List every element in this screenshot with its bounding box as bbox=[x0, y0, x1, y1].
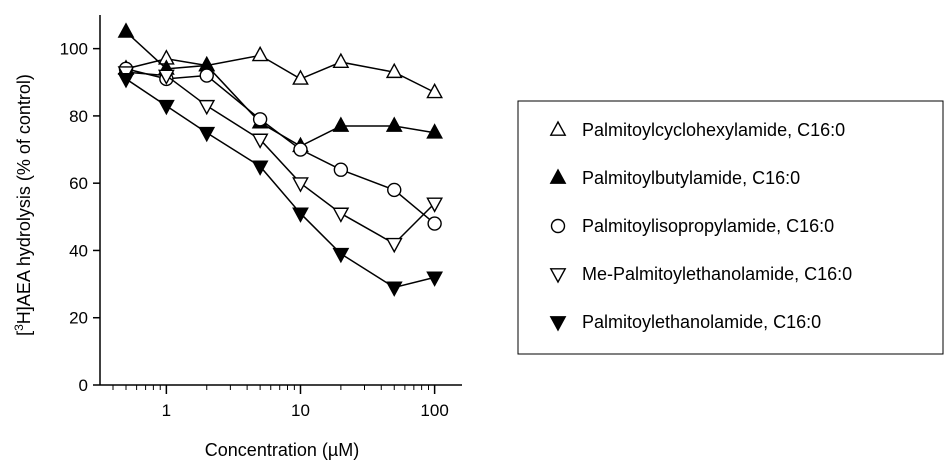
data-point bbox=[385, 62, 403, 79]
data-point bbox=[332, 116, 350, 132]
series-line bbox=[125, 71, 436, 245]
series-2 bbox=[117, 22, 444, 153]
data-point bbox=[251, 160, 269, 176]
data-point bbox=[426, 271, 444, 287]
y-tick-label: 100 bbox=[60, 40, 88, 59]
legend-marker bbox=[549, 168, 567, 184]
legend-box bbox=[517, 100, 944, 355]
y-axis-title: [3H]AEA hydrolysis (% of control) bbox=[12, 74, 34, 336]
x-ticks: 1 10 100 bbox=[112, 385, 449, 420]
data-point bbox=[251, 133, 269, 149]
data-point bbox=[292, 207, 309, 223]
legend-marker bbox=[549, 120, 567, 136]
data-point bbox=[427, 216, 442, 231]
legend-item: Palmitoylisopropylamide, C16:0 bbox=[550, 216, 834, 236]
x-axis-title: Concentration (µM) bbox=[205, 440, 359, 460]
series-line bbox=[125, 54, 435, 94]
data-point bbox=[426, 197, 444, 213]
legend-item: Palmitoylcyclohexylamide, C16:0 bbox=[549, 120, 845, 140]
data-point bbox=[251, 45, 269, 62]
y-tick-label: 40 bbox=[69, 241, 88, 260]
data-point bbox=[385, 237, 403, 254]
legend-label: Palmitoylisopropylamide, C16:0 bbox=[582, 216, 834, 236]
legend: Palmitoylcyclohexylamide, C16:0 Palmitoyl… bbox=[517, 100, 944, 355]
y-tick-label: 0 bbox=[79, 376, 88, 395]
legend-label: Palmitoylcyclohexylamide, C16:0 bbox=[582, 120, 845, 140]
data-point bbox=[426, 82, 444, 99]
legend-marker bbox=[550, 218, 566, 234]
legend-item: Palmitoylbutylamide, C16:0 bbox=[549, 168, 800, 188]
legend-marker bbox=[549, 268, 567, 284]
x-tick-label: 10 bbox=[291, 401, 310, 420]
legend-label: Palmitoylbutylamide, C16:0 bbox=[582, 168, 800, 188]
legend-item: Me-Palmitoylethanolamide, C16:0 bbox=[549, 264, 852, 284]
y-tick-label: 20 bbox=[69, 309, 88, 328]
legend-marker bbox=[549, 316, 567, 332]
data-point bbox=[332, 247, 350, 264]
series-3 bbox=[118, 61, 442, 231]
y-axis-title-superscript: 3 bbox=[12, 324, 26, 331]
legend-label: Me-Palmitoylethanolamide, C16:0 bbox=[582, 264, 852, 284]
data-point bbox=[199, 68, 214, 83]
x-tick-label: 1 bbox=[162, 401, 171, 420]
series-4 bbox=[117, 66, 444, 254]
y-ticks: 0 20 40 60 80 100 bbox=[60, 40, 100, 395]
data-point bbox=[387, 182, 402, 198]
data-point bbox=[332, 52, 350, 68]
x-tick-label: 100 bbox=[420, 401, 448, 420]
data-point bbox=[292, 69, 309, 85]
data-point bbox=[157, 69, 175, 86]
series-line bbox=[125, 78, 435, 289]
series-layer bbox=[117, 22, 444, 297]
legend-item: Palmitoylethanolamide, C16:0 bbox=[549, 312, 821, 332]
y-tick-label: 60 bbox=[69, 174, 88, 193]
data-point bbox=[117, 22, 135, 38]
data-point bbox=[198, 99, 216, 116]
data-point bbox=[157, 99, 175, 116]
series-line bbox=[125, 68, 436, 225]
data-point bbox=[293, 142, 308, 157]
data-point bbox=[333, 162, 349, 177]
series-5 bbox=[117, 73, 444, 297]
plot-area: 0 20 40 60 80 100 1 10 100 bbox=[60, 15, 462, 420]
data-point bbox=[426, 123, 444, 139]
data-point bbox=[292, 177, 309, 193]
legend-items: Palmitoylcyclohexylamide, C16:0 Palmitoyl… bbox=[549, 120, 852, 332]
legend-label: Palmitoylethanolamide, C16:0 bbox=[582, 312, 821, 332]
data-point bbox=[198, 126, 216, 143]
data-point bbox=[385, 281, 403, 297]
data-point bbox=[252, 112, 268, 127]
data-point bbox=[332, 207, 350, 223]
data-point bbox=[385, 116, 403, 132]
data-point bbox=[117, 73, 135, 89]
y-axis-title-text: H]AEA hydrolysis (% of control) bbox=[14, 74, 34, 324]
y-tick-label: 80 bbox=[69, 107, 88, 126]
